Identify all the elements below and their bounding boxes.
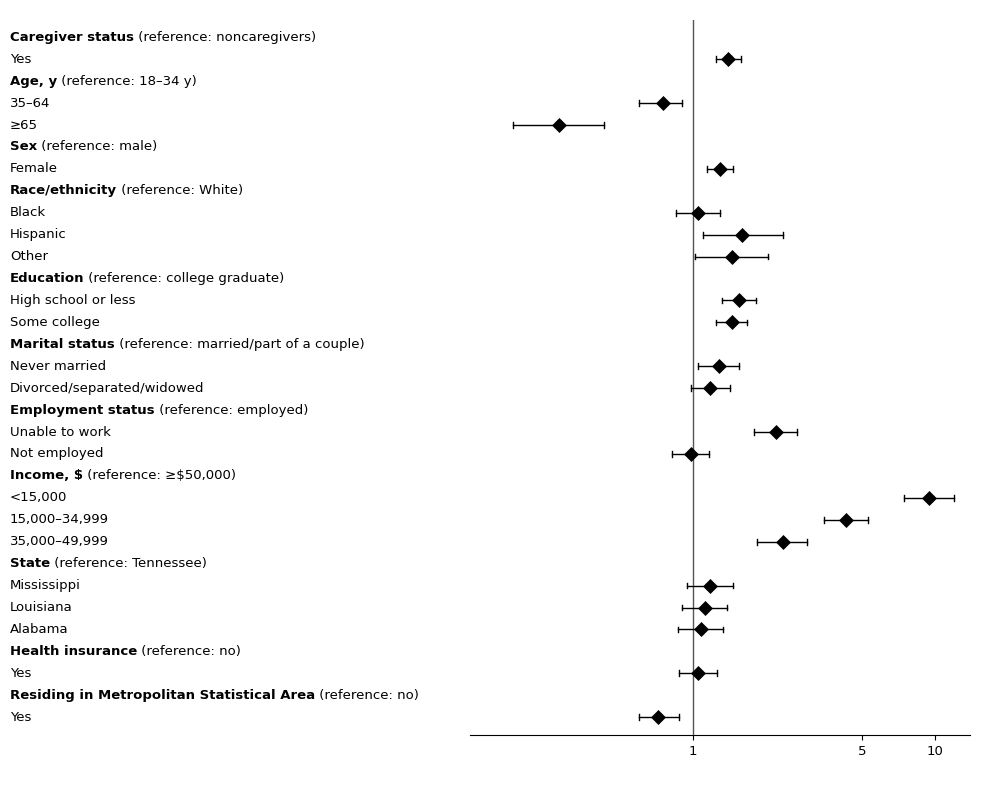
Text: ≥65: ≥65 (10, 118, 38, 131)
Text: Caregiver status: Caregiver status (10, 31, 134, 43)
Text: Marital status: Marital status (10, 338, 115, 351)
Text: (reference: no): (reference: no) (315, 689, 419, 702)
Text: Louisiana: Louisiana (10, 601, 73, 614)
Text: Employment status: Employment status (10, 404, 155, 416)
Text: Sex: Sex (10, 141, 37, 153)
Text: Health insurance: Health insurance (10, 645, 137, 658)
Text: Unable to work: Unable to work (10, 426, 111, 438)
Text: (reference: married/part of a couple): (reference: married/part of a couple) (115, 338, 364, 351)
Text: (reference: Tennessee): (reference: Tennessee) (50, 557, 207, 570)
Text: 35–64: 35–64 (10, 96, 50, 110)
Text: Income, $: Income, $ (10, 469, 83, 483)
Text: State: State (10, 557, 50, 570)
Text: (reference: White): (reference: White) (117, 184, 243, 198)
Text: (reference: college graduate): (reference: college graduate) (84, 272, 285, 285)
Text: Yes: Yes (10, 53, 31, 66)
Text: Divorced/separated/widowed: Divorced/separated/widowed (10, 382, 205, 395)
Text: (reference: ≥$50,000): (reference: ≥$50,000) (83, 469, 236, 483)
Text: Education: Education (10, 272, 84, 285)
Text: (reference: male): (reference: male) (37, 141, 157, 153)
Text: (reference: employed): (reference: employed) (155, 404, 308, 416)
Text: Race/ethnicity: Race/ethnicity (10, 184, 117, 198)
Text: Not employed: Not employed (10, 447, 104, 461)
Text: Yes: Yes (10, 667, 31, 679)
Text: Residing in Metropolitan Statistical Area: Residing in Metropolitan Statistical Are… (10, 689, 315, 702)
Text: Other: Other (10, 250, 48, 263)
Text: (reference: noncaregivers): (reference: noncaregivers) (134, 31, 316, 43)
Text: 15,000–34,999: 15,000–34,999 (10, 514, 109, 526)
Text: Some college: Some college (10, 316, 100, 329)
Text: <15,000: <15,000 (10, 491, 67, 504)
Text: (reference: 18–34 y): (reference: 18–34 y) (57, 75, 197, 88)
Text: Female: Female (10, 163, 58, 175)
Text: High school or less: High school or less (10, 294, 136, 307)
Text: Hispanic: Hispanic (10, 228, 67, 241)
Text: Alabama: Alabama (10, 623, 69, 636)
Text: Mississippi: Mississippi (10, 579, 81, 592)
Text: (reference: no): (reference: no) (137, 645, 241, 658)
Text: 35,000–49,999: 35,000–49,999 (10, 535, 109, 548)
Text: Never married: Never married (10, 359, 106, 373)
Text: Yes: Yes (10, 711, 31, 724)
Text: Black: Black (10, 206, 46, 220)
Text: Age, y: Age, y (10, 75, 57, 88)
